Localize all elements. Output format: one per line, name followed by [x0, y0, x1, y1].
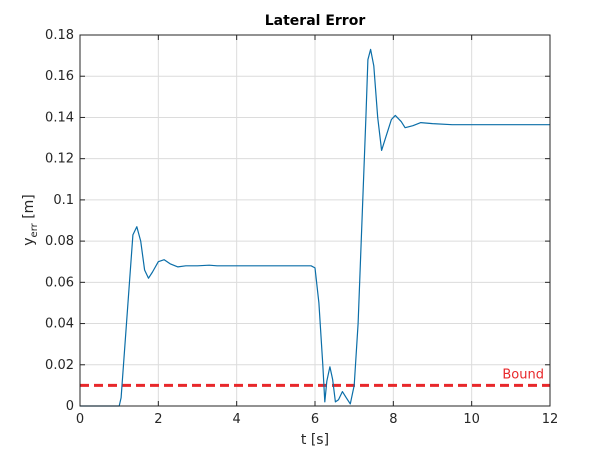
bound-label: Bound [502, 367, 544, 382]
lateral-error-line [80, 48, 550, 407]
y-tick-label: 0.18 [45, 28, 74, 43]
x-tick-label: 4 [233, 412, 241, 427]
y-tick-label: 0.04 [45, 317, 74, 332]
chart-title: Lateral Error [265, 13, 366, 29]
y-tick-label: 0.06 [45, 275, 74, 290]
y-axis-label-base: y [21, 237, 37, 245]
x-tick-label: 8 [389, 412, 397, 427]
ticks: 0 2 4 6 8 10 12 0 0.02 0.04 0.06 0.08 0.1 0.12 0.14 0.1… [45, 28, 558, 427]
y-axis-label-sub: err [29, 222, 40, 237]
x-tick-label: 10 [463, 412, 480, 427]
y-tick-label: 0.1 [53, 193, 74, 208]
x-axis-label: t [s] [301, 432, 329, 448]
bound-layer: Bound [80, 367, 550, 387]
y-axis-label: yerr [m] [21, 194, 40, 246]
y-tick-label: 0.14 [45, 110, 74, 125]
x-tick-label: 12 [542, 412, 559, 427]
x-tick-label: 0 [76, 412, 84, 427]
y-tick-label: 0.02 [45, 358, 74, 373]
y-tick-label: 0.16 [45, 69, 74, 84]
x-tick-label: 6 [311, 412, 319, 427]
y-tick-label: 0.08 [45, 234, 74, 249]
x-tick-label: 2 [154, 412, 162, 427]
y-tick-label: 0 [66, 399, 74, 414]
series-layer [80, 48, 550, 407]
y-tick-label: 0.12 [45, 152, 74, 167]
y-axis-label-unit: [m] [21, 194, 37, 223]
